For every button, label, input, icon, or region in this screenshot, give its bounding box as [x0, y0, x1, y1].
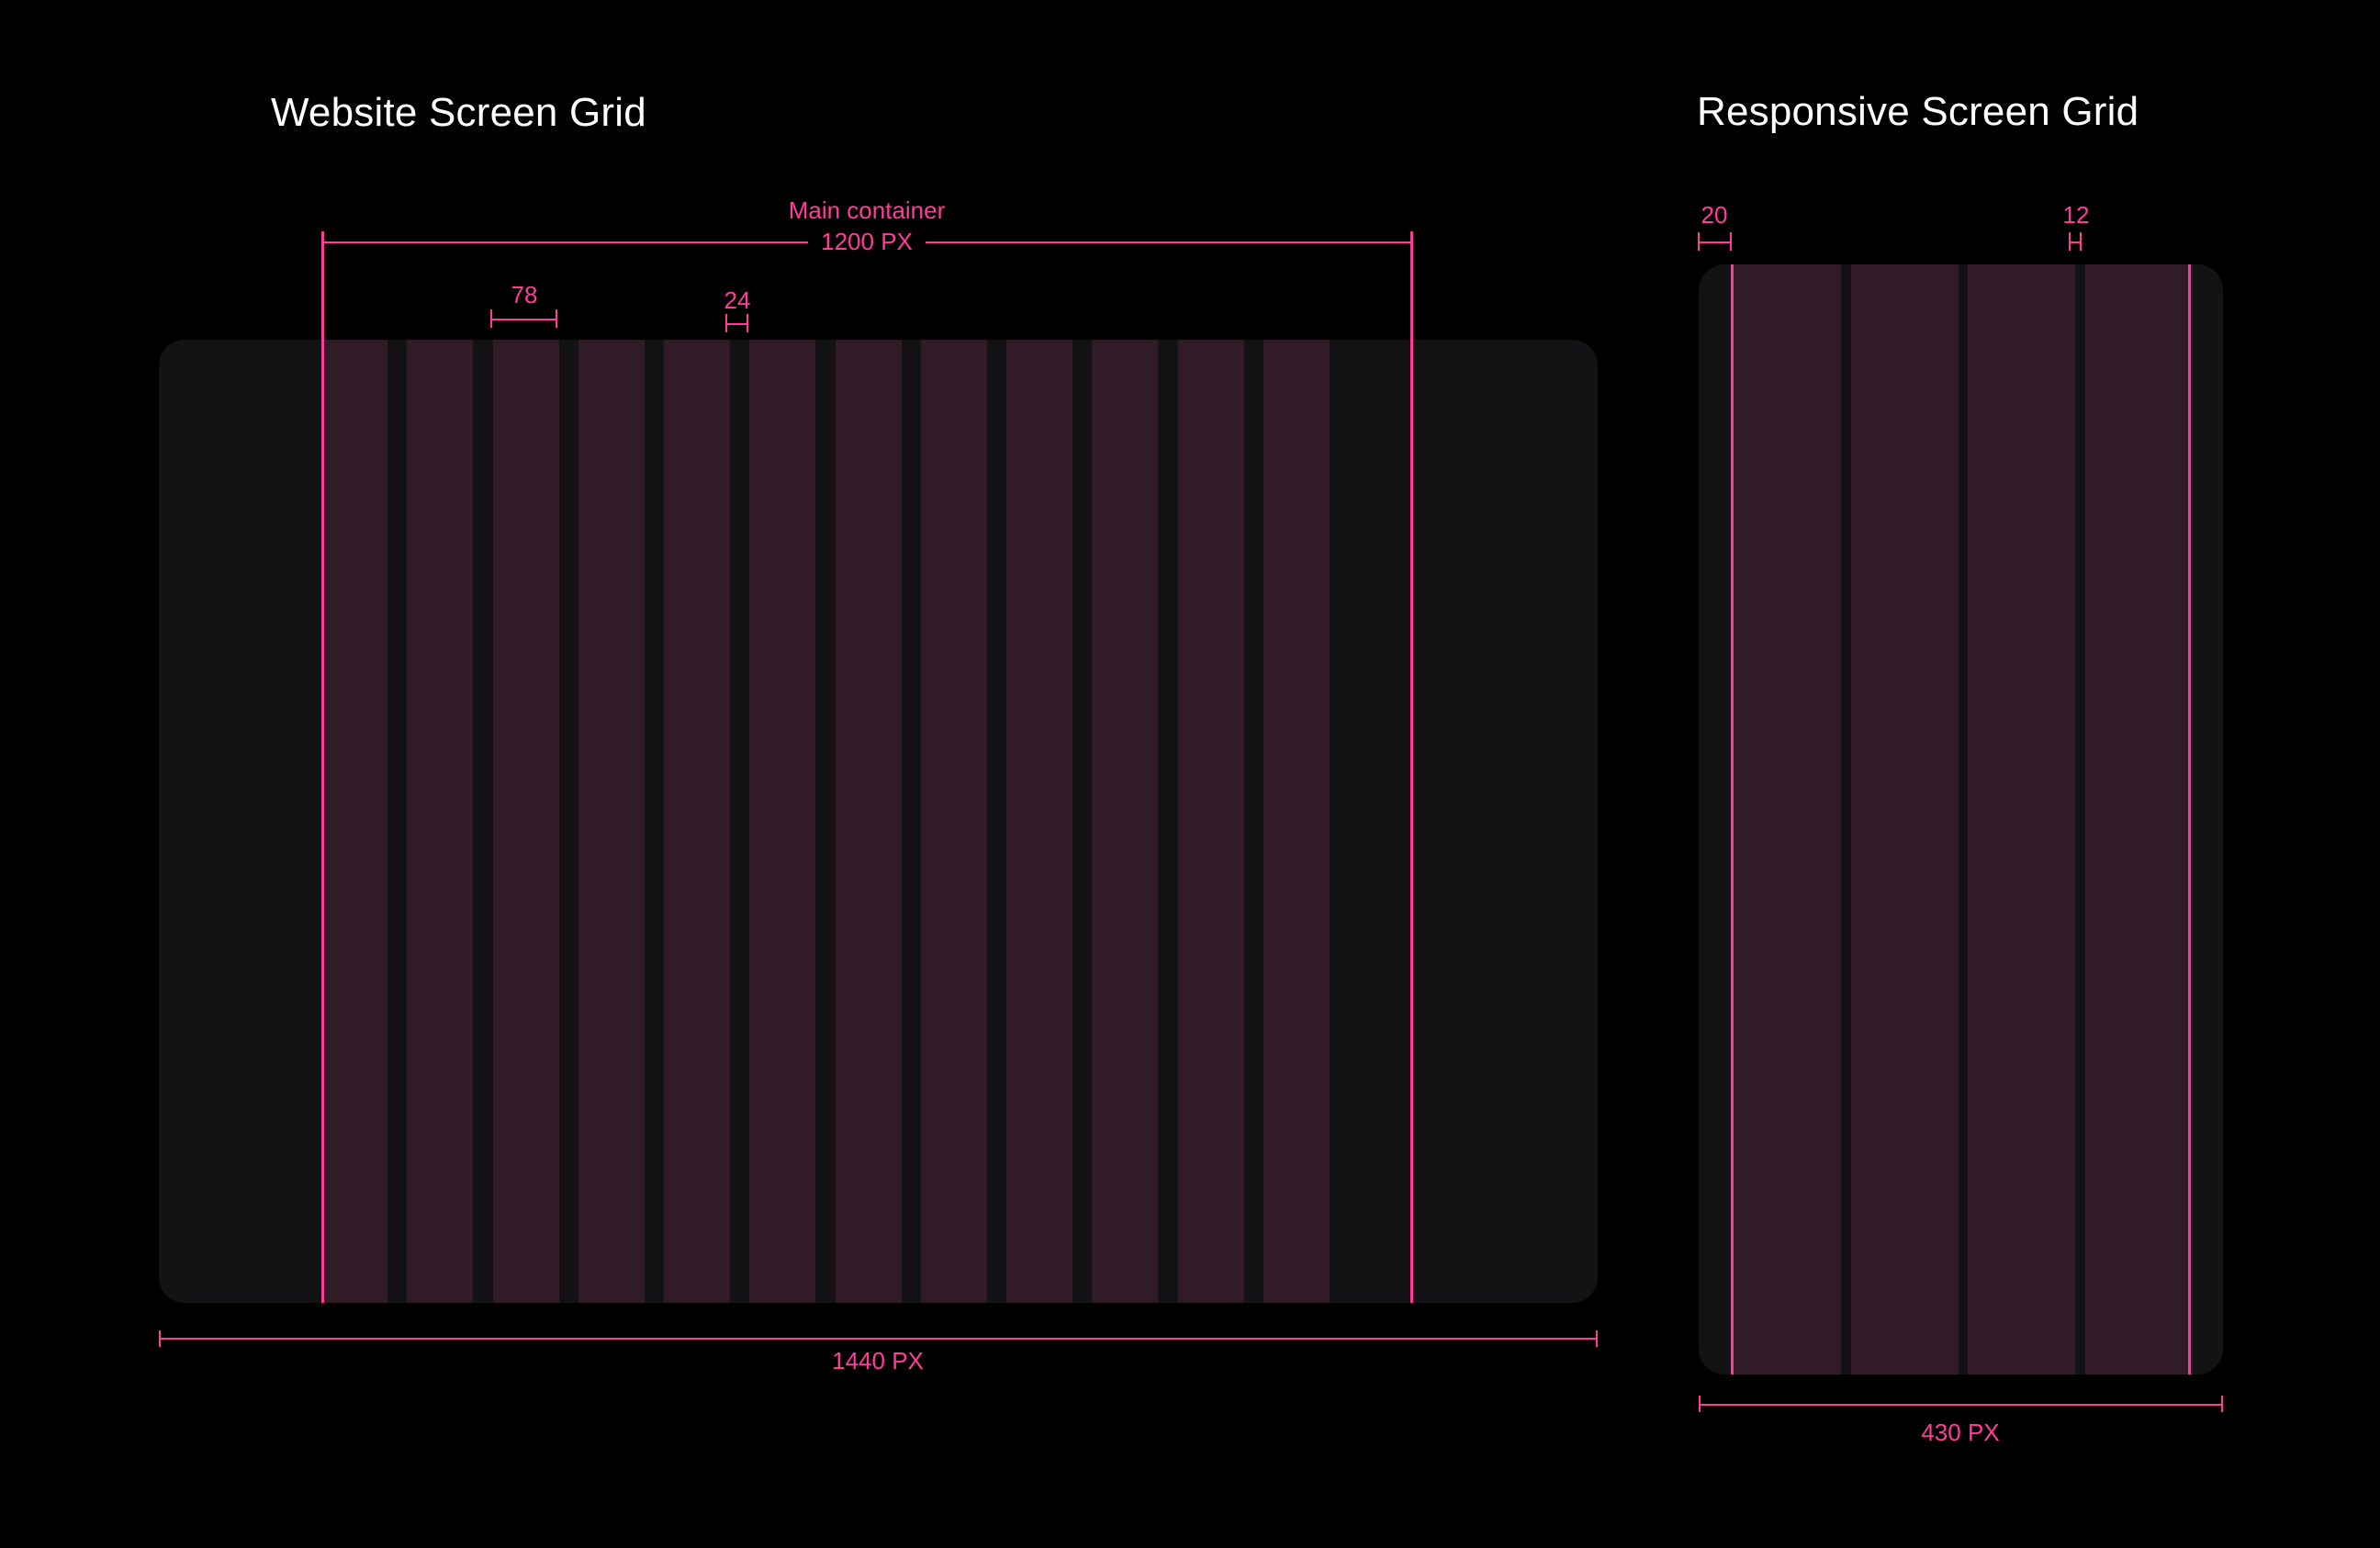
mobile-screen-width-tick-right: [2221, 1396, 2223, 1412]
gutter-width-label: 24: [724, 286, 751, 314]
website-grid-column: [407, 340, 474, 1303]
website-grid-column: [1177, 340, 1244, 1303]
mobile-screen-width-dimension-line: [1700, 1404, 2223, 1406]
website-grid-column: [1006, 340, 1072, 1303]
screen-width-tick-left: [159, 1330, 161, 1347]
column-width-marker-tick-left: [490, 309, 492, 328]
mobile-gutter-marker-tick-right: [2080, 232, 2082, 251]
website-grid-column: [321, 340, 387, 1303]
website-grid-title: Website Screen Grid: [271, 90, 646, 135]
main-container-label: Main container: [788, 196, 946, 224]
mobile-margin-marker-tick-left: [1698, 232, 1700, 251]
responsive-grid-column: [1850, 264, 1959, 1374]
responsive-grid-column: [1734, 264, 1841, 1374]
screen-width-dimension-line: [160, 1338, 1598, 1340]
website-grid-column: [578, 340, 645, 1303]
screen-width-tick-right: [1596, 1330, 1598, 1347]
container-left-boundary: [321, 231, 324, 1303]
gutter-width-marker-tick-right: [747, 314, 748, 332]
website-grid-column: [835, 340, 902, 1303]
column-width-label: 78: [511, 281, 538, 308]
website-grid-column: [1263, 340, 1330, 1303]
responsive-grid-column: [2085, 264, 2194, 1374]
responsive-screen-frame: [1699, 264, 2223, 1374]
mobile-margin-right-boundary: [2188, 264, 2191, 1374]
mobile-margin-left-boundary: [1731, 264, 1734, 1374]
responsive-grid-column: [1968, 264, 2076, 1374]
mobile-margin-marker-line: [1699, 241, 1732, 243]
website-screen-frame: [159, 340, 1598, 1303]
website-grid-column: [492, 340, 559, 1303]
mobile-screen-width-tick-left: [1699, 1396, 1701, 1412]
website-grid-column: [664, 340, 730, 1303]
gutter-width-marker-line: [726, 323, 748, 325]
mobile-gutter-marker-line: [2070, 241, 2082, 243]
website-grid-column: [920, 340, 987, 1303]
website-grid-column: [1092, 340, 1159, 1303]
website-grid-column: [749, 340, 816, 1303]
mobile-screen-width-label: 430 PX: [1921, 1419, 2000, 1446]
mobile-gutter-label: 12: [2062, 201, 2090, 229]
mobile-gutter-marker-tick-left: [2069, 232, 2071, 251]
column-width-marker-line: [491, 319, 557, 320]
container-width-label: 1200 PX: [808, 230, 926, 253]
column-width-marker-tick-right: [556, 309, 557, 328]
container-right-boundary: [1410, 231, 1413, 1303]
responsive-grid-title: Responsive Screen Grid: [1697, 89, 2139, 134]
mobile-margin-label: 20: [1701, 201, 1728, 229]
mobile-margin-marker-tick-right: [1730, 232, 1732, 251]
screen-width-label: 1440 PX: [832, 1347, 924, 1374]
gutter-width-marker-tick-left: [725, 314, 727, 332]
